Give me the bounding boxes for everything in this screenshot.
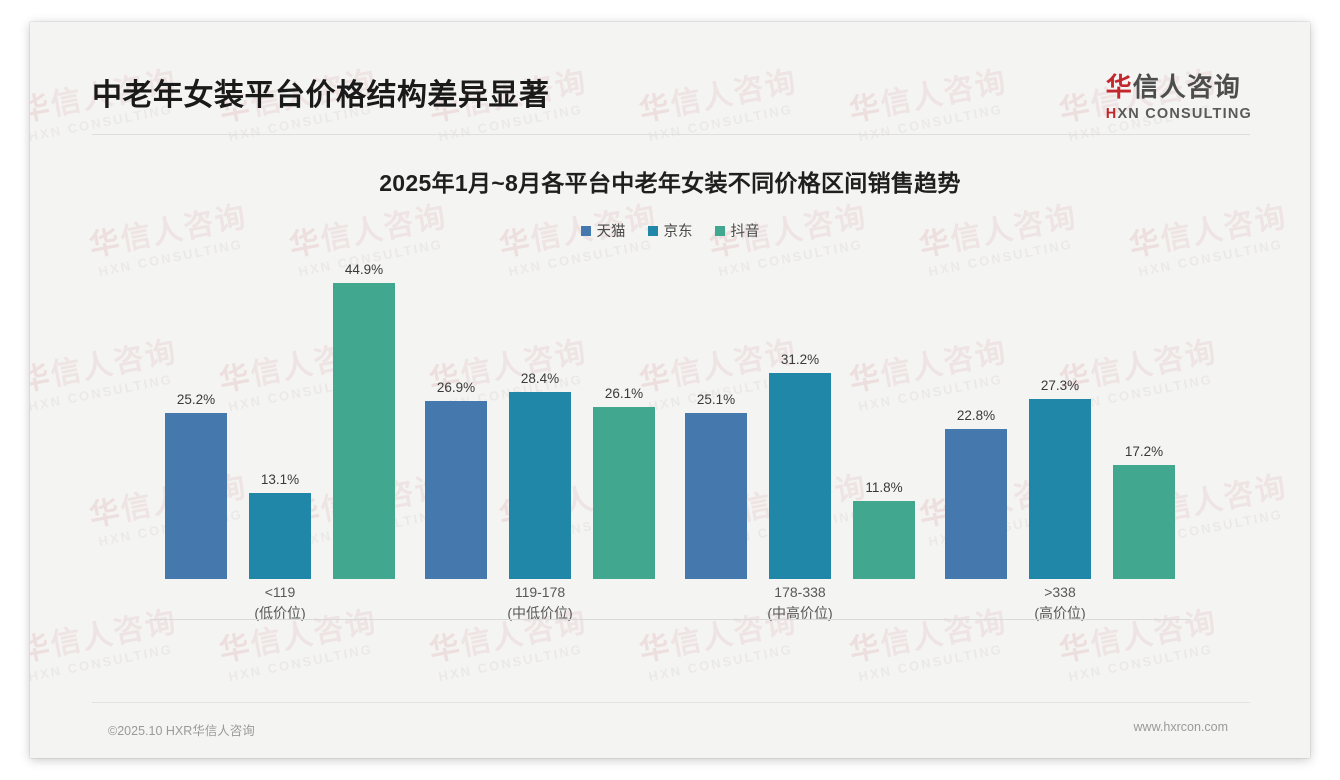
bar-抖音[interactable] (853, 501, 915, 579)
bar-group: 22.8% 27.3% 17.2% >338 (高价位) (930, 249, 1190, 621)
bar-天猫[interactable] (165, 412, 227, 579)
brand-name-en: HXN CONSULTING (1106, 106, 1252, 122)
legend-swatch-icon (580, 225, 591, 236)
chart-title: 2025年1月~8月各平台中老年女装不同价格区间销售趋势 (379, 170, 961, 196)
bar-column: 11.8% (853, 249, 915, 579)
bar-chart-plot: 25.2% 13.1% 44.9% <119 (低价位) 26.9% 28.4% 26.1% 1… (110, 255, 1230, 660)
x-axis-category-label: <119 (低价位) (150, 582, 410, 623)
bar-column: 22.8% (945, 249, 1007, 579)
brand-logo: 华信人咨询 HXN CONSULTING (1105, 72, 1252, 122)
legend-label: 天猫 (596, 224, 626, 240)
slide-canvas: 华信人咨询 HXN CONSULTING 华信人咨询 HXN CONSULTING 华信… (30, 22, 1310, 758)
header-divider (92, 134, 1250, 135)
bar-column: 25.1% (685, 249, 747, 579)
chart-block: 2025年1月~8月各平台中老年女装不同价格区间销售趋势 天猫 京东 抖音 25.2… (30, 142, 1310, 702)
bar-value-label: 25.1% (696, 392, 736, 408)
bar-天猫[interactable] (425, 401, 487, 579)
bar-column: 25.2% (165, 249, 227, 579)
bar-value-label: 31.2% (780, 352, 820, 368)
bar-column: 27.3% (1029, 249, 1091, 579)
bar-column: 13.1% (249, 249, 311, 579)
bar-抖音[interactable] (593, 406, 655, 579)
legend-item-抖音[interactable]: 抖音 (714, 220, 760, 241)
footer-copyright: ©2025.10 HXR华信人咨询 (108, 724, 255, 738)
bar-group-bars: 25.2% 13.1% 44.9% (150, 249, 410, 579)
bar-column: 26.9% (425, 249, 487, 579)
brand-name-cn-rest: 信人咨询 (1132, 72, 1241, 102)
brand-name-cn: 华信人咨询 (1105, 72, 1252, 102)
bar-value-label: 28.4% (520, 370, 560, 386)
bar-抖音[interactable] (1113, 465, 1175, 579)
legend-swatch-icon (714, 225, 725, 236)
x-axis-category-label: >338 (高价位) (930, 582, 1190, 623)
legend-item-天猫[interactable]: 天猫 (580, 220, 626, 241)
legend-label: 抖音 (730, 224, 760, 240)
x-axis-category-sub: (高价位) (1034, 604, 1086, 621)
bar-京东[interactable] (769, 373, 831, 579)
x-axis-category-main: <119 (264, 584, 296, 601)
bar-value-label: 26.9% (436, 380, 476, 396)
brand-name-en-rest: XN CONSULTING (1117, 106, 1252, 123)
slide-footer: ©2025.10 HXR华信人咨询 www.hxrcon.com (30, 702, 1310, 758)
legend-swatch-icon (647, 225, 658, 236)
bar-value-label: 25.2% (176, 391, 216, 407)
bar-天猫[interactable] (685, 413, 747, 579)
bar-value-label: 27.3% (1040, 377, 1080, 393)
slide-header: 中老年女装平台价格结构差异显著 华信人咨询 HXN CONSULTING (30, 22, 1310, 135)
bar-group-bars: 26.9% 28.4% 26.1% (410, 249, 670, 579)
legend-item-京东[interactable]: 京东 (647, 220, 693, 241)
bar-天猫[interactable] (945, 428, 1007, 579)
x-axis-category-label: 119-178 (中低价位) (410, 582, 670, 623)
bar-value-label: 26.1% (604, 385, 644, 401)
bar-group: 26.9% 28.4% 26.1% 119-178 (中低价位) (410, 249, 670, 621)
bar-抖音[interactable] (333, 282, 395, 579)
bar-京东[interactable] (249, 492, 311, 579)
legend-label: 京东 (663, 224, 693, 240)
bar-value-label: 13.1% (260, 471, 300, 487)
bar-value-label: 44.9% (344, 261, 384, 277)
x-axis-line (150, 619, 1190, 620)
footer-website[interactable]: www.hxrcon.com (1133, 720, 1228, 734)
page-title: 中老年女装平台价格结构差异显著 (92, 79, 550, 112)
bar-column: 17.2% (1113, 249, 1175, 579)
plot-inner: 25.2% 13.1% 44.9% <119 (低价位) 26.9% 28.4% 26.1% 1… (110, 255, 1230, 621)
bar-column: 44.9% (333, 249, 395, 579)
bar-column: 28.4% (509, 249, 571, 579)
x-axis-category-label: 178-338 (中高价位) (670, 582, 930, 623)
bar-column: 26.1% (593, 249, 655, 579)
x-axis-category-main: 178-338 (774, 584, 826, 601)
bar-京东[interactable] (509, 391, 571, 579)
x-axis-category-sub: (中低价位) (507, 604, 573, 621)
footer-divider (92, 702, 1250, 703)
bar-group: 25.2% 13.1% 44.9% <119 (低价位) (150, 249, 410, 621)
bar-group-bars: 25.1% 31.2% 11.8% (670, 249, 930, 579)
bar-value-label: 17.2% (1124, 444, 1164, 460)
x-axis-category-sub: (低价位) (254, 604, 306, 621)
bar-value-label: 22.8% (956, 407, 996, 423)
x-axis-category-sub: (中高价位) (767, 604, 833, 621)
bar-value-label: 11.8% (865, 480, 903, 496)
brand-name-cn-accent: 华 (1105, 72, 1133, 102)
bar-group-bars: 22.8% 27.3% 17.2% (930, 249, 1190, 579)
chart-legend: 天猫 京东 抖音 (30, 220, 1310, 241)
x-axis-category-main: 119-178 (514, 584, 566, 601)
bar-京东[interactable] (1029, 398, 1091, 579)
bar-group: 25.1% 31.2% 11.8% 178-338 (中高价位) (670, 249, 930, 621)
x-axis-category-main: >338 (1044, 584, 1076, 601)
bar-column: 31.2% (769, 249, 831, 579)
brand-name-en-accent: H (1105, 106, 1118, 123)
